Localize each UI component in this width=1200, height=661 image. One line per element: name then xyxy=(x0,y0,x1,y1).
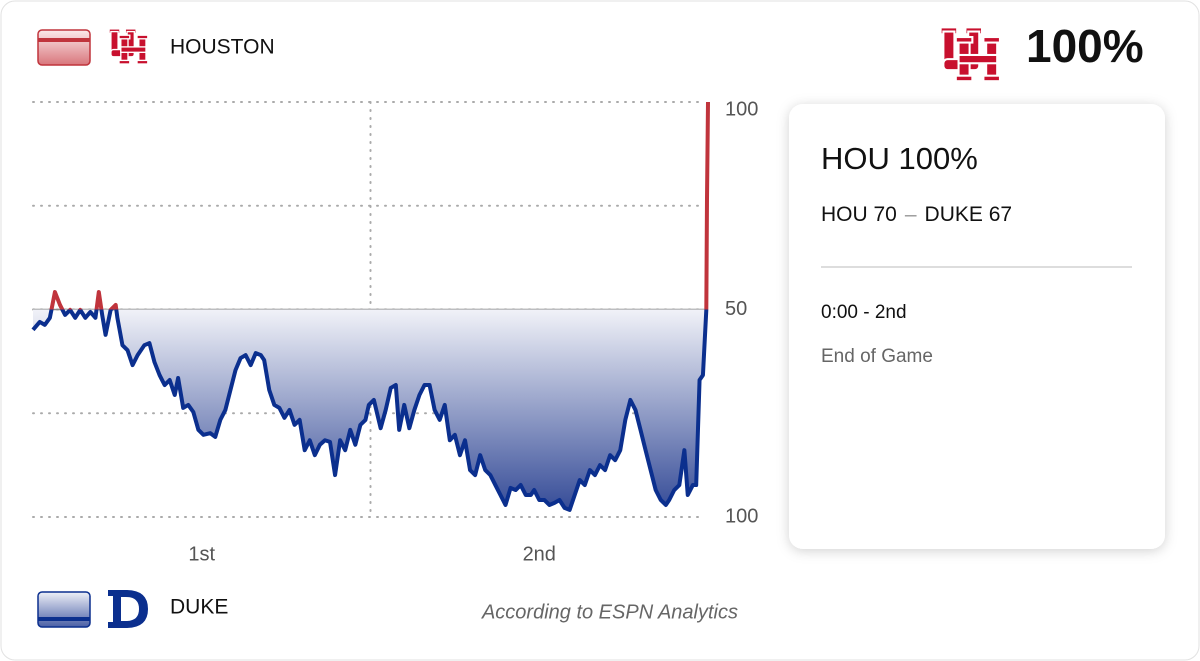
y-tick-label: 50 xyxy=(725,298,747,320)
home-score: HOU 70 xyxy=(821,203,897,226)
below-area xyxy=(33,309,708,510)
leader-probability: 100% xyxy=(1026,20,1144,72)
game-status: End of Game xyxy=(821,346,933,367)
away-swatch-stripe xyxy=(38,617,90,621)
x-tick-label: 2nd xyxy=(523,543,556,565)
below-line xyxy=(31,309,709,512)
plot: 100 50 100 1st 2nd xyxy=(31,98,758,565)
away-score: DUKE 67 xyxy=(925,203,1013,226)
footnote: According to ESPN Analytics xyxy=(481,601,738,623)
y-tick-label: 100 xyxy=(725,98,758,120)
home-team-name: HOUSTON xyxy=(170,36,275,59)
info-panel xyxy=(789,104,1165,549)
x-tick-label: 1st xyxy=(188,543,215,565)
panel-title: HOU 100% xyxy=(821,141,978,176)
y-tick-label: 100 xyxy=(725,505,758,527)
away-team-name: DUKE xyxy=(170,596,228,619)
away-logo xyxy=(108,590,148,628)
score-separator: – xyxy=(905,203,917,226)
away-swatch xyxy=(37,591,91,628)
home-swatch xyxy=(37,29,91,66)
game-clock: 0:00 - 2nd xyxy=(821,302,907,323)
score-line: HOU 70– DUKE 67 xyxy=(821,203,1012,226)
home-swatch-stripe xyxy=(38,38,90,42)
